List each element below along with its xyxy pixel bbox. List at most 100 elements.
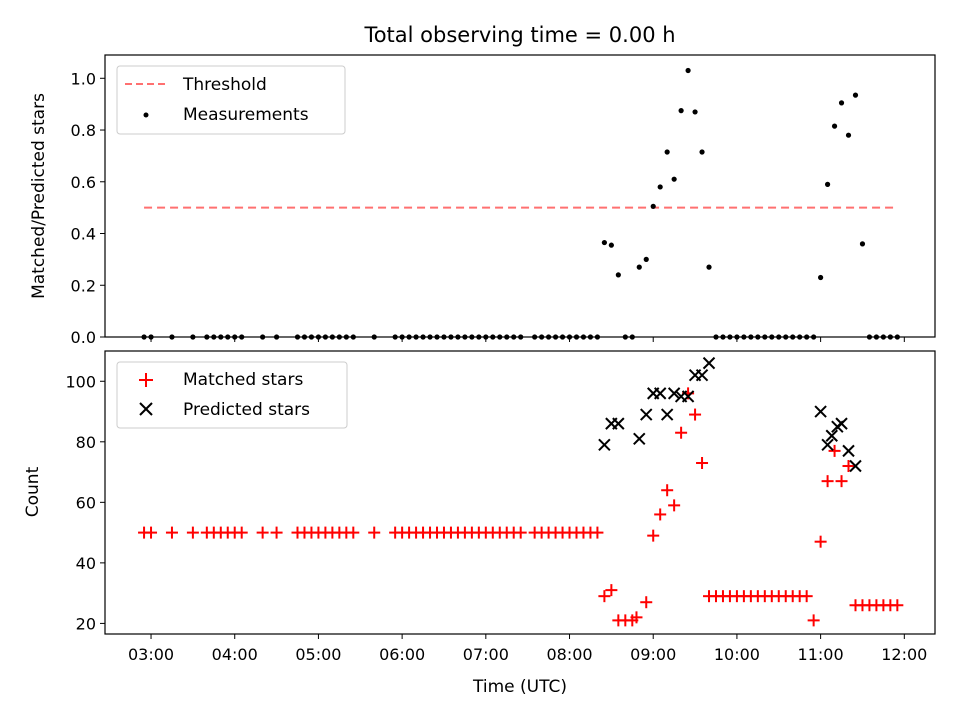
measurement-point [650, 203, 656, 209]
predicted-star-point [814, 405, 827, 418]
bottom-y-axis-label: Count [23, 466, 43, 517]
matched-star-point [591, 526, 604, 539]
bottom-panel: 20 40 60 80 100 03:00 04:00 05:00 06:00 07:00 08:… [23, 350, 936, 664]
x-tick-label: 04:00 [212, 645, 258, 664]
matched-star-point [696, 456, 709, 469]
matched-star-point [256, 526, 269, 539]
measurement-point [699, 149, 705, 155]
top-axes-frame [104, 54, 936, 338]
matched-star-point [800, 590, 813, 603]
legend-predicted-swatch [139, 402, 153, 416]
y-tick-label: 100 [65, 372, 96, 391]
matched-star-point [835, 475, 848, 488]
measurement-point [601, 239, 607, 246]
y-tick-label: 80 [76, 433, 96, 452]
y-tick-label: 1.0 [71, 69, 96, 88]
measurement-point [818, 274, 824, 281]
y-tick-label: 0.8 [71, 121, 96, 140]
matched-star-point [821, 475, 834, 488]
matched-star-point [145, 526, 158, 539]
x-tick-label: 08:00 [546, 645, 592, 664]
x-axis-label: Time (UTC) [472, 677, 567, 697]
measurement-point [831, 123, 838, 129]
y-tick-label: 0.6 [71, 173, 96, 192]
matched-star-point [814, 535, 827, 548]
predicted-star-point [842, 444, 855, 458]
predicted-star-point [702, 356, 716, 370]
matched-star-point [828, 444, 841, 457]
measurement-point [678, 108, 684, 114]
matched-star-point [605, 584, 618, 597]
y-tick-label: 20 [76, 614, 96, 633]
measurement-point [664, 149, 670, 155]
matched-star-point [640, 596, 653, 609]
x-tick-label: 10:00 [714, 645, 760, 664]
legend-matched-swatch [139, 373, 153, 387]
measurement-point [838, 100, 845, 106]
measurement-point [636, 264, 642, 270]
matched-star-point [661, 484, 674, 497]
y-tick-label: 60 [76, 493, 96, 512]
legend-threshold-label: Threshold [182, 75, 267, 95]
matched-star-point [347, 526, 360, 539]
measurement-point [671, 176, 677, 182]
measurement-point [859, 241, 866, 247]
x-tick-label: 11:00 [798, 645, 844, 664]
matched-star-point [689, 408, 702, 421]
x-tick-label: 09:00 [630, 645, 676, 664]
matched-star-point [675, 426, 688, 439]
y-tick-label: 0.0 [71, 328, 96, 347]
measurement-point [824, 181, 831, 187]
matched-star-point [598, 590, 611, 603]
matched-star-point [368, 526, 381, 539]
matched-star-point [647, 529, 660, 542]
measurement-point [657, 184, 663, 190]
legend-matched-label: Matched stars [183, 370, 303, 390]
predicted-star-point [633, 432, 646, 445]
legend-predicted-label: Predicted stars [183, 400, 310, 420]
measurement-point [643, 256, 649, 262]
matched-star-point [165, 526, 178, 539]
measurement-point [852, 92, 859, 98]
y-tick-label: 0.2 [71, 276, 96, 295]
predicted-star-point [695, 369, 709, 382]
top-legend: Threshold Measurements [116, 65, 346, 135]
x-tick-label: 12:00 [881, 645, 927, 664]
y-tick-label: 40 [76, 554, 96, 573]
predicted-star-point [653, 387, 667, 400]
matched-star-point [270, 526, 283, 539]
measurement-point [692, 109, 698, 115]
matched-star-point [807, 614, 820, 627]
predicted-star-point [825, 429, 838, 442]
predicted-star-point [640, 408, 653, 421]
bottom-legend: Matched stars Predicted stars [116, 361, 348, 429]
x-tick-label: 05:00 [295, 645, 341, 664]
matched-star-point [842, 460, 855, 473]
matched-star-point [186, 526, 199, 539]
predicted-star-point [667, 387, 681, 400]
matched-star-point [630, 611, 643, 624]
matched-star-point [668, 499, 681, 512]
chart-title: Total observing time = 0.00 h [363, 23, 675, 47]
predicted-star-point [660, 408, 674, 421]
bottom-axes-frame [104, 350, 936, 635]
legend-measurements-swatch [143, 112, 149, 118]
predicted-star-point [835, 417, 848, 430]
measurement-point [845, 132, 852, 138]
matched-star-point [891, 599, 904, 612]
legend-measurements-label: Measurements [183, 105, 309, 125]
top-y-axis-label: Matched/Predicted stars [29, 93, 49, 299]
measurement-point [685, 67, 691, 74]
matched-star-point [654, 508, 667, 521]
matched-star-point [235, 526, 248, 539]
predicted-star-point [681, 390, 695, 403]
top-panel: 0.0 0.2 0.4 0.6 0.8 1.0 Matched/Predicted sta… [29, 54, 936, 347]
x-tick-label: 03:00 [128, 645, 174, 664]
matched-star-point [514, 526, 527, 539]
x-tick-label: 06:00 [379, 645, 425, 664]
predicted-star-point [821, 438, 834, 452]
y-tick-label: 0.4 [71, 225, 96, 244]
predicted-star-point [612, 417, 625, 430]
measurement-point [706, 264, 712, 270]
